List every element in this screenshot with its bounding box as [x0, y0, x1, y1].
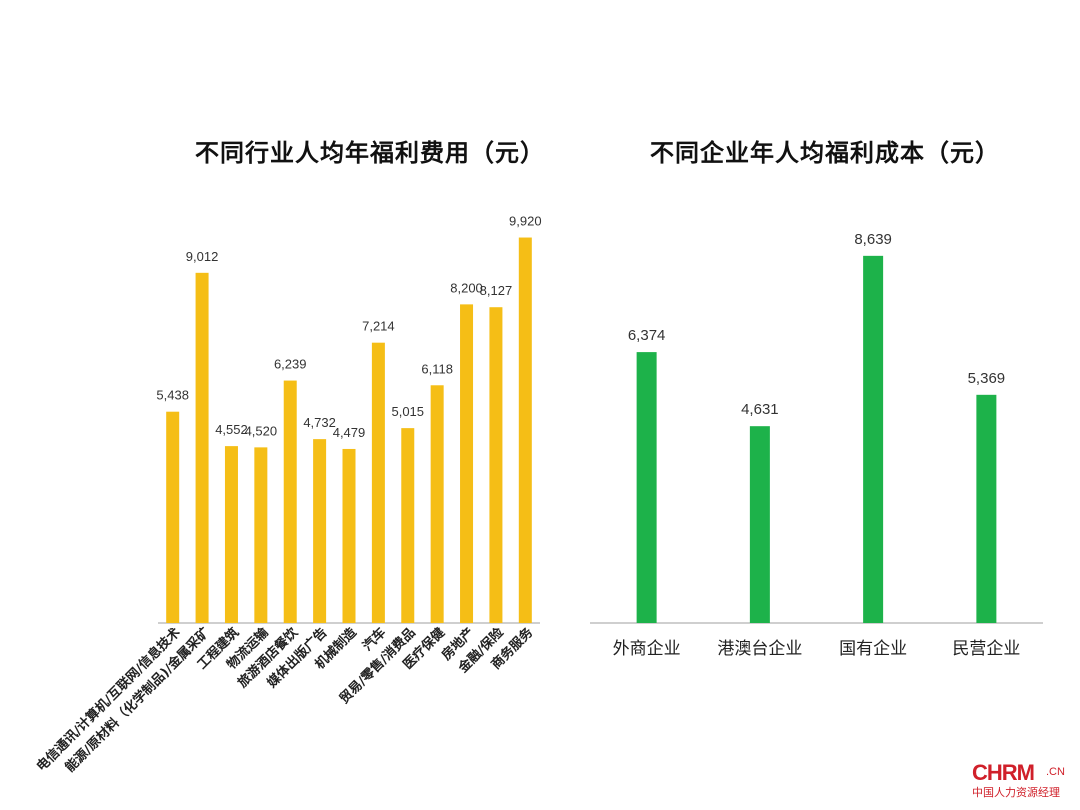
industry-value-label: 5,438 — [156, 388, 189, 403]
enterprise-value-label: 4,631 — [741, 401, 779, 418]
enterprise-category-label: 港澳台企业 — [717, 639, 802, 659]
enterprise-category-label: 国有企业 — [839, 639, 907, 659]
industry-bar — [283, 380, 297, 623]
industry-value-label: 7,214 — [362, 319, 395, 334]
industry-bar — [430, 385, 444, 623]
industry-value-label: 6,118 — [421, 361, 453, 376]
industry-chart-title: 不同行业人均年福利费用（元） — [195, 139, 545, 167]
industry-bar — [254, 447, 268, 623]
enterprise-chart-title: 不同企业年人均福利成本（元） — [650, 139, 1000, 167]
industry-bar — [195, 272, 209, 623]
industry-value-label: 5,015 — [391, 404, 424, 419]
industry-value-label: 8,200 — [450, 280, 483, 295]
industry-bar — [342, 448, 356, 623]
industry-value-label: 8,127 — [480, 283, 513, 298]
industry-bar — [518, 237, 532, 623]
enterprise-bar — [636, 352, 657, 623]
industry-bar — [166, 411, 180, 623]
industry-bar — [371, 342, 385, 623]
logo-main-text: CHRM — [972, 760, 1035, 785]
logo-suffix: .CN — [1046, 766, 1065, 778]
industry-value-label: 4,520 — [245, 423, 278, 438]
industry-value-label: 4,479 — [333, 425, 366, 440]
industry-value-label: 4,552 — [215, 422, 248, 437]
industry-value-label: 6,239 — [274, 357, 307, 372]
logo-subtitle: 中国人力资源经理 — [972, 786, 1060, 799]
enterprise-bar — [976, 394, 997, 623]
industry-value-label: 9,012 — [186, 249, 219, 264]
industry-bar — [460, 304, 474, 623]
enterprise-bar — [863, 255, 884, 623]
industry-value-label: 9,920 — [509, 214, 542, 229]
enterprise-category-label: 民营企业 — [952, 639, 1020, 659]
industry-bar — [401, 428, 415, 623]
industry-category-label: 能源/原材料（化学制品)/金属采矿 — [62, 625, 213, 776]
enterprise-value-label: 8,639 — [854, 231, 892, 248]
industry-bar — [224, 446, 238, 623]
chrm-logo: CHRM .CN 中国人力资源经理 — [972, 760, 1072, 800]
industry-category-label: 电信通讯/计算机/互联网/信息技术 — [33, 625, 183, 775]
enterprise-bar — [749, 426, 770, 623]
industry-bar — [489, 307, 503, 623]
enterprise-category-label: 外商企业 — [613, 639, 681, 659]
industry-value-label: 4,732 — [303, 415, 336, 430]
enterprise-value-label: 5,369 — [968, 370, 1006, 387]
industry-bar — [313, 439, 327, 623]
enterprise-value-label: 6,374 — [628, 327, 666, 344]
